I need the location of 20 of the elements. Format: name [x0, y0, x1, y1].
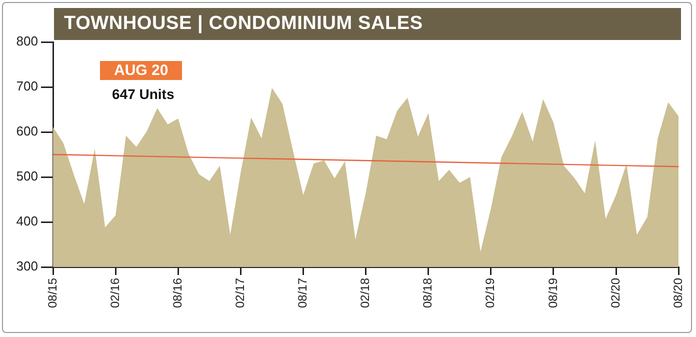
x-tick-label: 08/20	[670, 278, 685, 308]
y-tick-label: 700	[16, 78, 38, 94]
x-tick-label: 08/16	[170, 278, 184, 308]
annotation: AUG 20	[100, 61, 182, 80]
x-tick-label: 08/17	[296, 278, 310, 308]
annotation: 647 Units	[112, 86, 174, 102]
x-tick-label: 08/18	[420, 278, 435, 308]
x-tick-label: 02/18	[358, 278, 372, 308]
y-tick-label: 800	[16, 34, 38, 49]
x-tick-label: 02/16	[108, 278, 122, 308]
x-tick-label: 08/19	[546, 278, 560, 308]
y-tick-label: 500	[16, 168, 38, 184]
y-tick-label: 600	[16, 124, 38, 139]
y-tick-label: 400	[16, 214, 38, 229]
y-tick-label: 300	[16, 258, 38, 274]
x-tick-label: 08/15	[45, 278, 60, 308]
x-tick-label: 02/19	[483, 278, 498, 308]
x-tick-label: 02/17	[232, 278, 247, 308]
chart-title: TOWNHOUSE | CONDOMINIUM SALES	[54, 8, 681, 40]
x-tick-label: 02/20	[608, 278, 622, 308]
